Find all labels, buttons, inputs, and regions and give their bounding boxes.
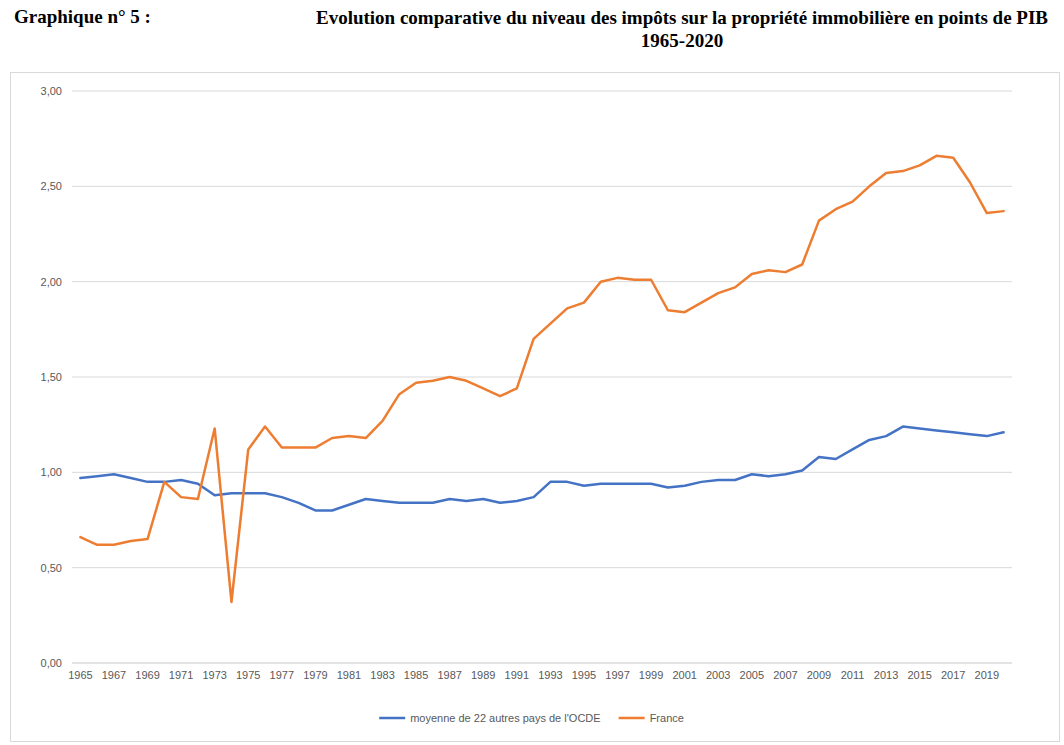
x-tick-label: 2019 <box>975 669 999 681</box>
x-tick-label: 1991 <box>505 669 529 681</box>
x-tick-label: 1989 <box>471 669 495 681</box>
legend-label: moyenne de 22 autres pays de l'OCDE <box>410 712 600 724</box>
title: Evolution comparative du niveau des impô… <box>300 6 1064 52</box>
y-tick-label: 0,50 <box>41 562 62 574</box>
x-tick-label: 2015 <box>907 669 931 681</box>
x-tick-label: 1969 <box>135 669 159 681</box>
y-tick-label: 3,00 <box>41 85 62 97</box>
series-line <box>80 156 1003 602</box>
x-tick-label: 1973 <box>202 669 226 681</box>
y-tick-label: 2,50 <box>41 180 62 192</box>
x-tick-label: 2001 <box>672 669 696 681</box>
grid-line <box>72 567 1012 568</box>
legend: moyenne de 22 autres pays de l'OCDE Franc… <box>379 712 684 724</box>
x-tick-label: 1995 <box>572 669 596 681</box>
x-tick-label: 1985 <box>404 669 428 681</box>
plot-area <box>80 156 1003 602</box>
y-tick-label: 1,00 <box>41 466 62 478</box>
x-tick-label: 1981 <box>337 669 361 681</box>
x-tick-label: 1983 <box>370 669 394 681</box>
grid-line <box>72 663 1012 664</box>
x-tick-label: 1987 <box>437 669 461 681</box>
x-axis <box>72 663 1012 664</box>
x-tick-label: 1965 <box>68 669 92 681</box>
legend-label: France <box>650 712 684 724</box>
x-tick-label: 1967 <box>102 669 126 681</box>
chart-frame <box>11 73 1060 742</box>
y-tick-label: 0,00 <box>41 657 62 669</box>
x-tick-label: 1999 <box>639 669 663 681</box>
grid-line <box>72 472 1012 473</box>
x-tick-label: 2003 <box>706 669 730 681</box>
x-tick-label: 1971 <box>169 669 193 681</box>
x-tick-label: 2005 <box>740 669 764 681</box>
grid-line <box>72 91 1012 92</box>
x-tick-label: 2017 <box>941 669 965 681</box>
x-tick-label: 1979 <box>303 669 327 681</box>
x-tick-label: 1997 <box>605 669 629 681</box>
grid-line <box>72 281 1012 282</box>
legend-swatch <box>619 717 645 720</box>
x-tick-label: 2007 <box>773 669 797 681</box>
y-tick-label: 1,50 <box>41 371 62 383</box>
x-tick-label: 1977 <box>270 669 294 681</box>
y-tick-label: 2,00 <box>41 276 62 288</box>
x-tick-label: 1993 <box>538 669 562 681</box>
grid-line <box>72 377 1012 378</box>
x-tick-label: 2011 <box>841 669 865 681</box>
x-tick-label: 1975 <box>236 669 260 681</box>
legend-swatch <box>379 717 405 720</box>
chart: 0,00 0,50 1,00 1,50 2,00 2,50 3,00 1965 1967 1969… <box>0 0 1064 745</box>
x-tick-label: 2009 <box>807 669 831 681</box>
x-tick-label: 2013 <box>874 669 898 681</box>
figure-label: Graphique n° 5 : <box>14 6 151 28</box>
